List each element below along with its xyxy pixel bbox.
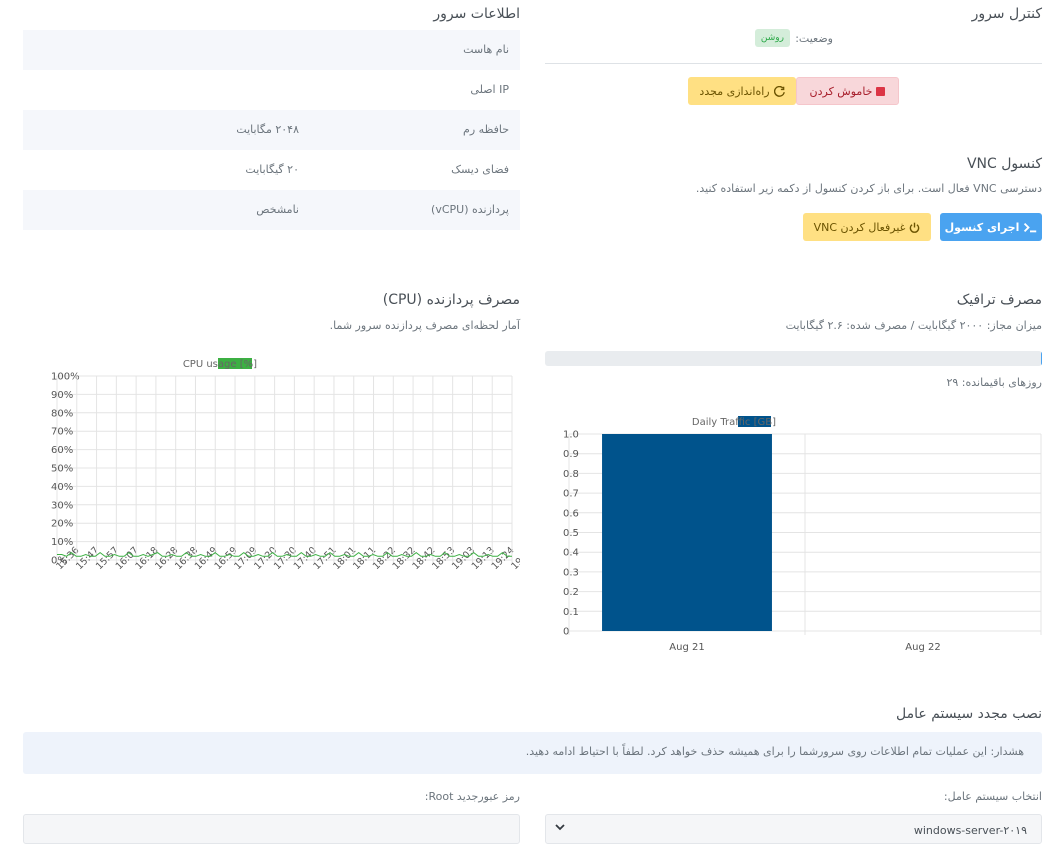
disable-vnc-label: غیرفعال کردن VNC [813, 220, 906, 234]
y-tick-label: 80% [51, 408, 73, 419]
info-value: ۲۰۴۸ مگابایت [236, 123, 299, 136]
legend-swatch [738, 416, 771, 427]
y-tick-label: 10% [51, 537, 73, 548]
cpu-description: آمار لحظه‌ای مصرف پردازنده سرور شما. [329, 319, 520, 332]
days-left: روزهای باقیمانده: ۲۹ [946, 376, 1042, 389]
x-tick-label: Aug 21 [669, 642, 704, 653]
y-tick-label: 0 [563, 627, 569, 638]
root-password-input[interactable] [23, 814, 520, 844]
y-tick-label: 0.4 [563, 548, 579, 559]
y-tick-label: 0.2 [563, 587, 579, 598]
reinstall-warning-text: هشدار: این عملیات تمام اطلاعات روی سرورش… [525, 745, 1024, 758]
restart-button[interactable]: راه‌اندازی مجدد [688, 77, 796, 105]
traffic-progress [545, 351, 1042, 366]
control-divider [545, 63, 1042, 64]
info-row-cpu: پردازنده (vCPU) نامشخص [23, 190, 520, 230]
terminal-icon [1024, 222, 1037, 232]
y-tick-label: 0.7 [563, 489, 579, 500]
y-tick-label: 0.5 [563, 528, 579, 539]
y-tick-label: 1.0 [563, 430, 579, 441]
info-label: پردازنده (vCPU) [431, 203, 509, 216]
y-tick-label: 90% [51, 390, 73, 401]
legend-swatch [218, 358, 252, 369]
cpu-title: مصرف پردازنده (CPU) [382, 292, 520, 308]
traffic-bar [602, 434, 772, 631]
x-tick-label: Aug 22 [905, 642, 940, 653]
vnc-description: دسترسی VNC فعال است. برای باز کردن کنسول… [695, 182, 1042, 195]
info-row-ram: حافظه رم ۲۰۴۸ مگابایت [23, 110, 520, 150]
power-icon [910, 222, 920, 233]
y-tick-label: 20% [51, 519, 73, 530]
refresh-icon [773, 85, 785, 97]
reinstall-title: نصب مجدد سیستم عامل [896, 706, 1042, 722]
info-value: ۲۰ گیگابایت [245, 163, 299, 176]
y-tick-label: 0.6 [563, 508, 579, 519]
cpu-line-chart: [%] CPU usage 0% 10% 20% 30% 40% 50% 60% 70% 80% 9… [51, 358, 520, 572]
y-tick-label: 0.9 [563, 449, 579, 460]
y-tick-label: 50% [51, 464, 73, 475]
y-tick-label: 0.8 [563, 469, 579, 480]
os-select[interactable]: windows-server-۲۰۱۹ [545, 814, 1042, 844]
y-tick-label: 40% [51, 482, 73, 493]
legend-label: Daily Traffic [GB] [692, 417, 776, 428]
info-row-ip: IP اصلی [23, 70, 520, 110]
y-tick-label: 0.3 [563, 567, 579, 578]
shutdown-button[interactable]: خاموش کردن [796, 77, 899, 105]
reinstall-warning-alert: هشدار: این عملیات تمام اطلاعات روی سرورش… [23, 732, 1042, 774]
info-label: نام هاست [463, 43, 509, 56]
traffic-progress-fill [1041, 351, 1042, 366]
status-badge: روشن [754, 29, 790, 47]
y-tick-label: 30% [51, 500, 73, 511]
info-label: فضای دیسک [451, 163, 509, 176]
disable-vnc-button[interactable]: غیرفعال کردن VNC [803, 213, 931, 241]
info-row-disk: فضای دیسک ۲۰ گیگابایت [23, 150, 520, 190]
server-control-title: کنترل سرور [971, 6, 1042, 22]
y-tick-label: 70% [51, 427, 73, 438]
info-value: نامشخص [256, 203, 299, 216]
y-tick-label: 60% [51, 445, 73, 456]
os-select-value: windows-server-۲۰۱۹ [913, 824, 1027, 837]
stop-square-icon [876, 86, 886, 96]
shutdown-label: خاموش کردن [809, 84, 873, 98]
server-info-title: اطلاعات سرور [433, 6, 520, 22]
traffic-summary: میزان مجاز: ۲۰۰۰ گیگابایت / مصرف شده: ۲.… [785, 319, 1042, 332]
y-tick-label: 0.1 [563, 607, 579, 618]
chevron-down-icon [555, 824, 565, 831]
launch-console-button[interactable]: اجرای کنسول [940, 213, 1042, 241]
info-label: IP اصلی [470, 83, 509, 96]
status-label: وضعیت: [795, 32, 833, 45]
y-tick-label: 100% [51, 372, 80, 383]
traffic-bar-chart: Daily Traffic [GB] 0 0.1 0.2 0.3 0.4 0.5 0.6 0.7… [563, 416, 1042, 653]
info-row-hostname: نام هاست [23, 30, 520, 70]
y-tick-label: 0% [51, 556, 67, 567]
restart-label: راه‌اندازی مجدد [699, 84, 770, 98]
info-label: حافظه رم [463, 123, 509, 136]
launch-console-label: اجرای کنسول [944, 220, 1020, 234]
x-tick-label: 19:34 [509, 545, 520, 572]
vnc-title: کنسول VNC [966, 156, 1042, 172]
password-label: رمز عبورجدید Root: [424, 790, 520, 803]
legend-label: [%] CPU usage [183, 359, 257, 370]
traffic-title: مصرف ترافیک [956, 292, 1042, 308]
cpu-series-line [57, 551, 512, 557]
os-select-label: انتخاب سیستم عامل: [943, 790, 1042, 803]
